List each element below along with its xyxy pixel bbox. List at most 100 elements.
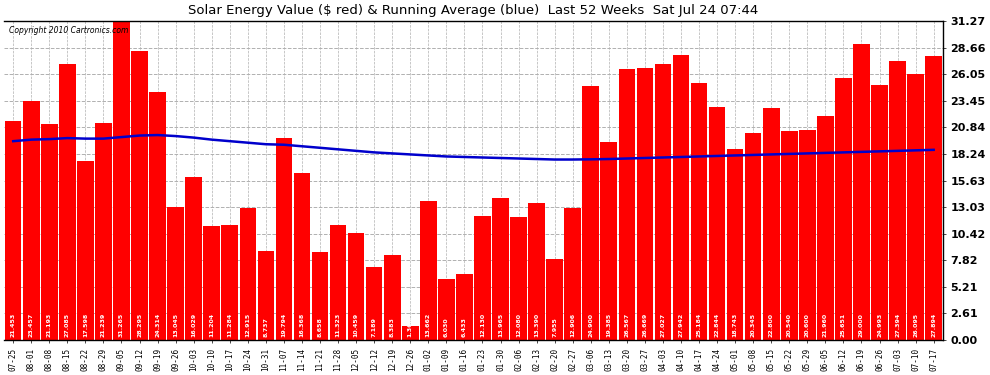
Text: 19.794: 19.794 <box>281 313 286 337</box>
Bar <box>853 44 870 340</box>
Bar <box>149 92 166 340</box>
Text: 8.658: 8.658 <box>318 317 323 337</box>
Text: 26.669: 26.669 <box>643 313 647 337</box>
Text: 13.965: 13.965 <box>498 313 503 337</box>
Bar <box>781 130 798 340</box>
Text: 25.651: 25.651 <box>841 313 845 337</box>
Text: 20.345: 20.345 <box>750 313 755 337</box>
Bar <box>672 55 689 340</box>
Bar <box>294 173 310 340</box>
Bar <box>601 142 617 340</box>
Text: 21.960: 21.960 <box>823 313 828 337</box>
Bar <box>529 204 545 340</box>
Bar <box>637 68 653 340</box>
Text: 26.567: 26.567 <box>625 313 630 337</box>
Bar <box>763 108 779 340</box>
Bar <box>871 85 888 340</box>
Bar <box>691 83 707 340</box>
Bar <box>330 225 346 340</box>
Bar <box>347 233 364 340</box>
Bar <box>654 64 671 340</box>
Bar <box>619 69 636 340</box>
Bar <box>926 56 941 340</box>
Text: 21.193: 21.193 <box>47 313 51 337</box>
Bar <box>817 116 834 340</box>
Bar <box>384 255 401 340</box>
Text: 22.844: 22.844 <box>715 313 720 337</box>
Bar <box>95 123 112 340</box>
Text: 21.239: 21.239 <box>101 313 106 337</box>
Text: 17.598: 17.598 <box>83 313 88 337</box>
Text: 11.284: 11.284 <box>228 313 233 337</box>
Text: 8.737: 8.737 <box>263 317 268 337</box>
Bar <box>77 160 94 340</box>
Text: 13.662: 13.662 <box>426 313 431 337</box>
Text: 1.364: 1.364 <box>408 317 413 337</box>
Text: 6.433: 6.433 <box>462 317 467 337</box>
Text: 7.955: 7.955 <box>552 317 557 337</box>
Text: 24.993: 24.993 <box>877 313 882 337</box>
Bar <box>257 251 274 340</box>
Bar <box>889 61 906 340</box>
Text: 31.265: 31.265 <box>119 313 124 337</box>
Bar <box>474 216 491 340</box>
Bar <box>222 225 238 340</box>
Text: 21.453: 21.453 <box>11 313 16 337</box>
Bar <box>23 101 40 340</box>
Bar <box>582 86 599 340</box>
Bar <box>836 78 851 340</box>
Text: 16.368: 16.368 <box>299 313 305 337</box>
Text: 12.906: 12.906 <box>570 313 575 337</box>
Bar <box>907 74 924 340</box>
Text: 13.390: 13.390 <box>534 313 540 337</box>
Bar <box>744 132 761 340</box>
Text: 19.385: 19.385 <box>606 313 611 337</box>
Bar <box>709 107 726 340</box>
Bar <box>456 274 472 340</box>
Bar <box>420 201 437 340</box>
Text: 8.383: 8.383 <box>390 317 395 337</box>
Bar <box>438 279 454 340</box>
Bar <box>5 121 22 340</box>
Bar <box>203 226 220 340</box>
Text: 7.189: 7.189 <box>371 317 376 337</box>
Text: 11.323: 11.323 <box>336 313 341 337</box>
Text: 26.095: 26.095 <box>913 313 918 337</box>
Title: Solar Energy Value ($ red) & Running Average (blue)  Last 52 Weeks  Sat Jul 24 0: Solar Energy Value ($ red) & Running Ave… <box>188 4 758 17</box>
Bar <box>312 252 329 340</box>
Text: 10.459: 10.459 <box>353 313 358 337</box>
Text: Copyright 2010 Cartronics.com: Copyright 2010 Cartronics.com <box>9 26 129 35</box>
Text: 29.000: 29.000 <box>859 313 864 337</box>
Bar <box>727 149 743 340</box>
Bar <box>41 124 57 340</box>
Text: 27.027: 27.027 <box>660 313 665 337</box>
Bar <box>59 64 75 340</box>
Text: 25.184: 25.184 <box>697 313 702 337</box>
Text: 23.457: 23.457 <box>29 313 34 337</box>
Text: 28.295: 28.295 <box>137 313 142 337</box>
Bar <box>185 177 202 340</box>
Text: 12.080: 12.080 <box>516 313 521 337</box>
Text: 22.800: 22.800 <box>768 313 774 337</box>
Text: 27.085: 27.085 <box>64 313 70 337</box>
Text: 20.600: 20.600 <box>805 313 810 337</box>
Bar <box>240 209 256 340</box>
Text: 24.314: 24.314 <box>155 313 160 337</box>
Bar <box>132 51 148 340</box>
Text: 12.130: 12.130 <box>480 313 485 337</box>
Bar <box>366 267 382 340</box>
Text: 27.942: 27.942 <box>678 313 683 337</box>
Bar <box>275 138 292 340</box>
Bar <box>564 209 581 340</box>
Bar <box>113 21 130 340</box>
Bar <box>546 259 563 340</box>
Bar <box>510 217 527 340</box>
Text: 12.915: 12.915 <box>246 313 250 337</box>
Text: 24.900: 24.900 <box>588 313 593 337</box>
Text: 16.029: 16.029 <box>191 313 196 337</box>
Bar <box>799 130 816 340</box>
Bar <box>492 198 509 340</box>
Text: 27.394: 27.394 <box>895 313 900 337</box>
Text: 20.540: 20.540 <box>787 313 792 337</box>
Bar <box>402 326 419 340</box>
